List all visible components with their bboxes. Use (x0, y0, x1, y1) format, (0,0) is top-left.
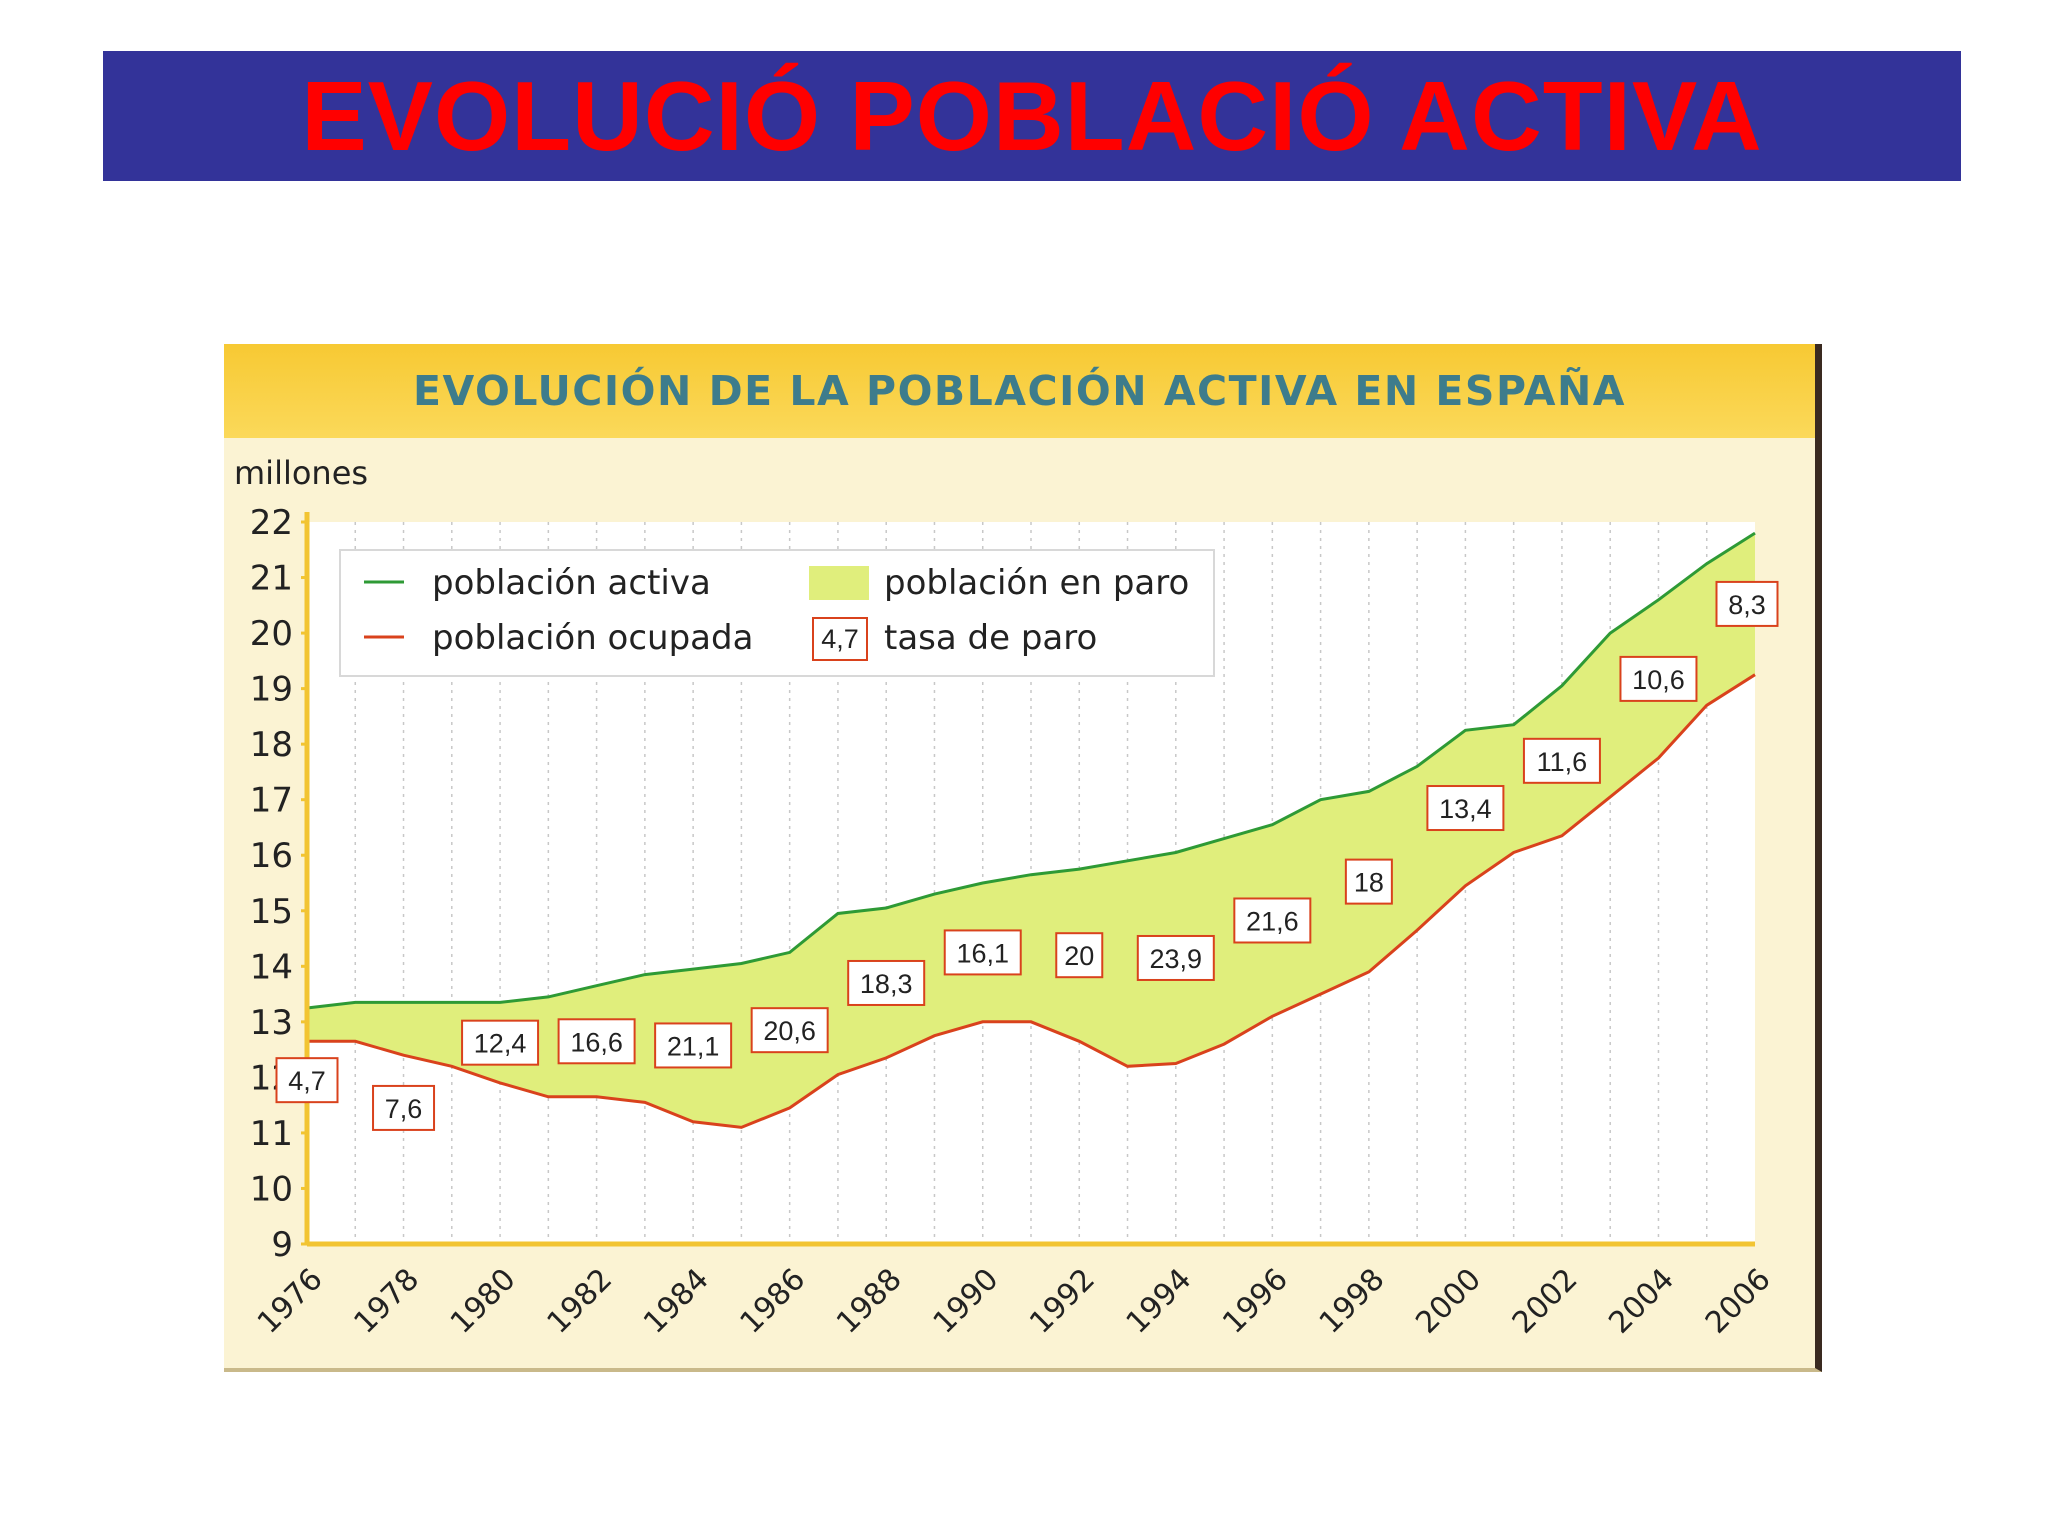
x-tick-label: 2002 (1506, 1262, 1585, 1341)
y-tick-label: 10 (250, 1169, 293, 1209)
rate-box-frame (557, 1018, 636, 1065)
rate-value: 7,6 (385, 1094, 423, 1124)
rate-label-box: 20 (1055, 932, 1104, 979)
rate-label-box: 21,1 (654, 1022, 733, 1069)
rate-value: 21,6 (1246, 906, 1299, 936)
x-tick-label: 2004 (1602, 1262, 1681, 1341)
rate-value: 13,4 (1439, 794, 1492, 824)
slide-title: EVOLUCIÓ POBLACIÓ ACTIVA (301, 60, 1763, 171)
x-tick-label: 1990 (927, 1262, 1006, 1341)
x-tick-label: 1988 (830, 1262, 909, 1341)
rate-label-box: 16,6 (557, 1018, 636, 1065)
y-tick-label: 14 (250, 947, 293, 987)
rate-value: 8,3 (1728, 590, 1766, 620)
rate-box-frame (1136, 934, 1215, 981)
x-tick-label: 1984 (637, 1262, 716, 1341)
rate-box-frame (1715, 580, 1779, 627)
y-tick-label: 21 (250, 559, 293, 599)
rate-value: 20,6 (763, 1016, 816, 1046)
y-tick-label: 15 (250, 892, 293, 932)
legend-activa-label: población activa (432, 563, 711, 603)
y-tick-label: 17 (250, 781, 293, 821)
legend-tasa-sample: 4,7 (821, 624, 859, 654)
legend-tasa-label: tasa de paro (884, 618, 1097, 658)
y-tick-label: 19 (250, 670, 293, 710)
x-tick-label: 1980 (444, 1262, 523, 1341)
x-tick-label: 1986 (734, 1262, 813, 1341)
y-tick-label: 9 (271, 1225, 293, 1265)
rate-label-box: 11,6 (1522, 737, 1601, 784)
rate-box-frame (1426, 785, 1505, 832)
rate-label-box: 18 (1344, 858, 1393, 905)
y-tick-label: 18 (250, 725, 293, 765)
x-tick-label: 1976 (251, 1262, 330, 1341)
series-lines (306, 531, 1756, 1129)
rate-box-frame (1055, 932, 1104, 979)
x-tick-label: 2000 (1409, 1262, 1488, 1341)
legend-box (339, 549, 1215, 677)
paro-area (307, 533, 1755, 1128)
x-tick-label: 1982 (540, 1262, 619, 1341)
rate-box-frame (943, 929, 1022, 976)
rate-value: 12,4 (474, 1029, 527, 1059)
y-tick-label: 22 (250, 503, 293, 543)
rate-label-box: 23,9 (1136, 934, 1215, 981)
x-tick-label: 1996 (1216, 1262, 1295, 1341)
rate-label-box: 21,6 (1233, 897, 1312, 944)
rate-label-box: 13,4 (1426, 785, 1505, 832)
rate-label-box: 8,3 (1715, 580, 1779, 627)
rate-value: 21,1 (667, 1031, 720, 1061)
title-banner: EVOLUCIÓ POBLACIÓ ACTIVA (103, 51, 1961, 181)
chart-header: EVOLUCIÓN DE LA POBLACIÓN ACTIVA EN ESPA… (224, 344, 1815, 438)
legend-tasa-swatch (812, 617, 868, 661)
rate-value: 4,7 (288, 1066, 326, 1096)
legend-paro-label: población en paro (884, 563, 1189, 603)
rate-label-box: 10,6 (1619, 655, 1698, 702)
rate-box-frame (461, 1019, 540, 1066)
rate-value: 23,9 (1150, 944, 1203, 974)
chart-figure: EVOLUCIÓN DE LA POBLACIÓN ACTIVA EN ESPA… (224, 344, 1822, 1372)
rate-box-frame (1233, 897, 1312, 944)
x-tick-label: 1992 (1023, 1262, 1102, 1341)
rate-value: 18 (1354, 868, 1384, 898)
y-tick-label: 11 (250, 1114, 293, 1154)
rate-box-frame (372, 1084, 436, 1131)
rate-value: 20 (1064, 941, 1094, 971)
rate-box-frame (275, 1057, 339, 1104)
rate-label-box: 12,4 (461, 1019, 540, 1066)
rate-label-box: 4,7 (275, 1057, 339, 1104)
legend-ocupada-label: población ocupada (432, 618, 753, 658)
y-axis-unit: millones (234, 454, 368, 492)
rate-value: 10,6 (1632, 665, 1685, 695)
rate-labels: 4,7 7,6 12,4 16,6 21,1 20,6 18,3 16,1 20 23,9 21,6… (275, 580, 1779, 1131)
rate-label-box: 7,6 (372, 1084, 436, 1131)
rate-value: 16,1 (956, 938, 1009, 968)
activa-line (306, 531, 1756, 1010)
paro-area-layer (307, 533, 1755, 1128)
rate-label-box: 18,3 (847, 959, 926, 1006)
chart-title: EVOLUCIÓN DE LA POBLACIÓN ACTIVA EN ESPA… (412, 367, 1627, 415)
y-tick-label: 16 (250, 836, 293, 876)
rate-box-frame (750, 1007, 829, 1054)
rate-box-frame (847, 959, 926, 1006)
x-tick-label: 1978 (347, 1262, 426, 1341)
rate-box-frame (1522, 737, 1601, 784)
x-tick-label: 2006 (1699, 1262, 1778, 1341)
rate-value: 16,6 (570, 1027, 623, 1057)
rate-label-box: 16,1 (943, 929, 1022, 976)
ocupada-line (307, 673, 1756, 1129)
rate-box-frame (1619, 655, 1698, 702)
x-tick-label: 1998 (1313, 1262, 1392, 1341)
rate-value: 11,6 (1537, 747, 1588, 777)
x-tick-label: 1994 (1120, 1262, 1199, 1341)
legend-paro-swatch (809, 566, 869, 600)
rate-value: 18,3 (860, 969, 913, 999)
rate-label-box: 20,6 (750, 1007, 829, 1054)
rate-box-frame (1344, 858, 1393, 905)
y-tick-label: 20 (250, 614, 293, 654)
legend: población activa población ocupada poblaci… (339, 549, 1215, 677)
y-tick-label: 13 (250, 1003, 293, 1043)
rate-box-frame (654, 1022, 733, 1069)
